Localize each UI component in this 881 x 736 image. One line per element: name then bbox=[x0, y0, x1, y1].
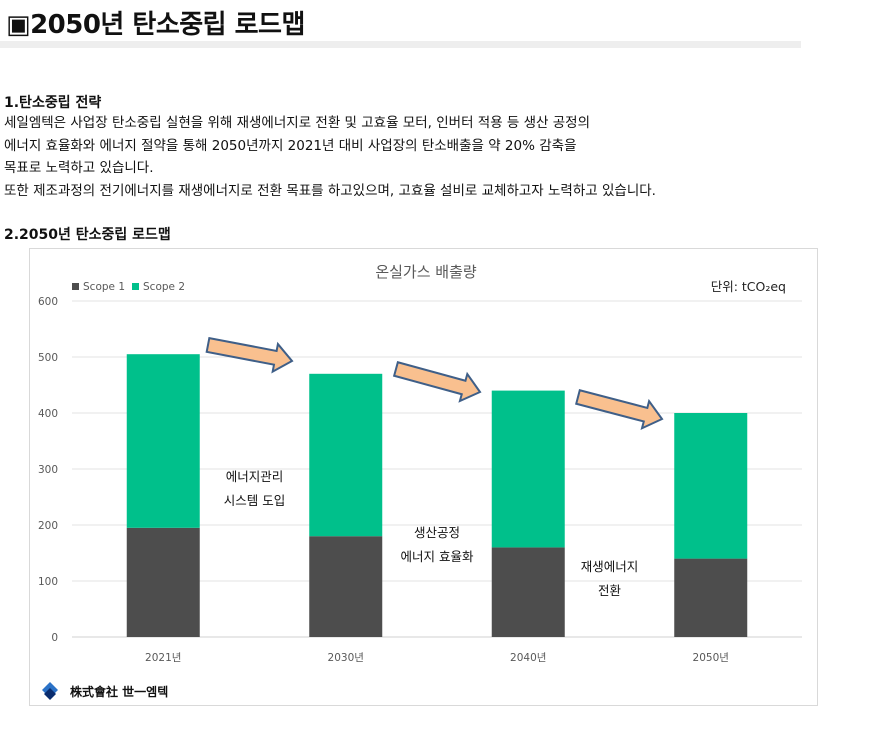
page-title: ▣2050년 탄소중립 로드맵 bbox=[6, 10, 305, 40]
legend-swatch bbox=[132, 283, 139, 290]
arrow-icon bbox=[575, 389, 664, 431]
annotation-text: 재생에너지 bbox=[581, 559, 639, 574]
annotation-text: 전환 bbox=[598, 583, 622, 598]
y-tick-label: 300 bbox=[38, 464, 58, 476]
chart-container: 0 100 200 300 400 500 600 2021년 2030년 2040년 2050년… bbox=[29, 248, 818, 706]
section1-paragraph: 세일엠텍은 사업장 탄소중립 실현을 위해 재생에너지로 전환 및 고효율 모터… bbox=[4, 112, 656, 202]
legend-label: Scope 2 bbox=[143, 281, 185, 293]
arrow-icon bbox=[392, 361, 482, 403]
bar-scope-2 bbox=[309, 373, 383, 537]
y-tick-label: 500 bbox=[38, 352, 58, 364]
legend-label: Scope 1 bbox=[83, 281, 125, 293]
x-tick-label: 2040년 bbox=[510, 652, 546, 664]
logo-mark-icon bbox=[42, 682, 58, 700]
x-tick-label: 2050년 bbox=[693, 652, 729, 664]
bar-scope-1 bbox=[309, 536, 383, 637]
chart-title: 온실가스 배출량 bbox=[375, 263, 477, 281]
arrow-icon bbox=[205, 336, 294, 374]
section2-heading: 2.2050년 탄소중립 로드맵 bbox=[4, 227, 171, 243]
bar-scope-1 bbox=[491, 547, 565, 637]
section1-line: 에너지 효율화와 에너지 절약을 통해 2050년까지 2021년 대비 사업장… bbox=[4, 137, 577, 154]
bar-scope-2 bbox=[126, 354, 200, 528]
section1-line: 목표로 노력하고 있습니다. bbox=[4, 160, 154, 176]
annotation-text: 에너지 효율화 bbox=[401, 549, 474, 564]
unit-label: 단위: tCO₂eq bbox=[711, 279, 786, 294]
y-tick-label: 0 bbox=[51, 632, 58, 644]
annotation-text: 생산공정 bbox=[414, 525, 460, 540]
section1-line: 또한 제조과정의 전기에너지를 재생에너지로 전환 목표를 하고있으며, 고효율… bbox=[4, 182, 656, 199]
bar-scope-1 bbox=[674, 558, 748, 637]
legend-swatch bbox=[72, 283, 79, 290]
x-tick-label: 2030년 bbox=[328, 652, 364, 664]
y-tick-label: 200 bbox=[38, 520, 58, 532]
y-tick-label: 600 bbox=[38, 296, 58, 308]
bar-scope-2 bbox=[674, 413, 748, 559]
logo-text: 株式會社 世一엠텍 bbox=[70, 684, 168, 699]
section1-line: 세일엠텍은 사업장 탄소중립 실현을 위해 재생에너지로 전환 및 고효율 모터… bbox=[4, 115, 591, 131]
emissions-chart: 0 100 200 300 400 500 600 2021년 2030년 2040년 2050년… bbox=[38, 263, 802, 700]
bar-scope-2 bbox=[491, 390, 565, 548]
annotation-text: 시스템 도입 bbox=[224, 493, 285, 508]
x-tick-label: 2021년 bbox=[145, 652, 181, 664]
company-logo: 株式會社 世一엠텍 bbox=[42, 682, 168, 700]
title-underline bbox=[0, 41, 801, 48]
annotation-text: 에너지관리 bbox=[226, 469, 284, 484]
bar-scope-1 bbox=[126, 527, 200, 637]
y-tick-label: 100 bbox=[38, 576, 58, 588]
section1-heading: 1.탄소중립 전략 bbox=[4, 95, 102, 111]
y-tick-label: 400 bbox=[38, 408, 58, 420]
